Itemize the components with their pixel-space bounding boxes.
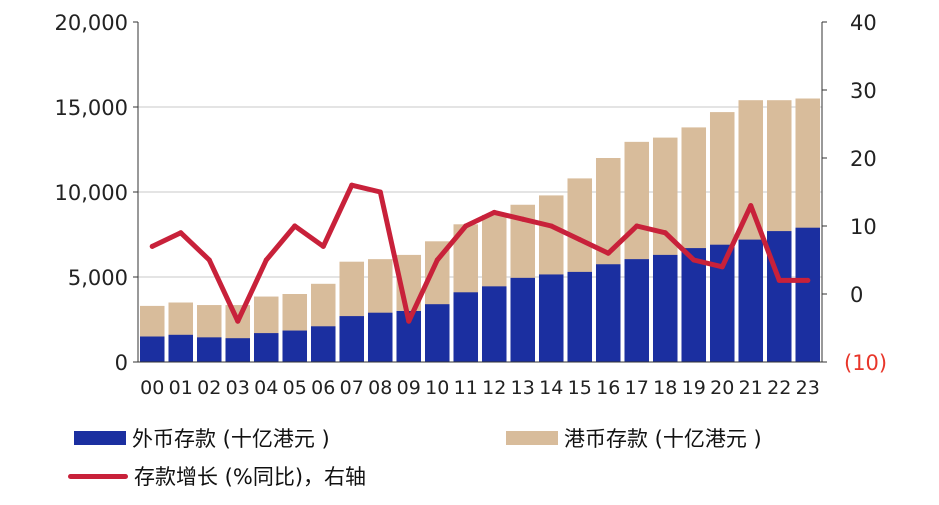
bar-fx-12 bbox=[481, 286, 507, 362]
right-tick-label-0: (10) bbox=[844, 351, 887, 375]
growth-point-08 bbox=[377, 189, 383, 195]
growth-point-21 bbox=[748, 203, 754, 209]
growth-point-18 bbox=[662, 230, 668, 236]
bar-fx-17 bbox=[624, 259, 650, 362]
x-tick-label-14: 14 bbox=[539, 377, 563, 399]
growth-point-20 bbox=[719, 264, 725, 270]
x-tick-label-11: 11 bbox=[454, 377, 478, 399]
left-tick-label-4: 20,000 bbox=[55, 11, 128, 35]
growth-point-11 bbox=[463, 223, 469, 229]
right-tick-label-1: 0 bbox=[850, 283, 863, 307]
growth-point-12 bbox=[491, 209, 497, 215]
growth-point-22 bbox=[776, 277, 782, 283]
gridlines bbox=[138, 106, 822, 278]
bar-fx-07 bbox=[339, 316, 365, 362]
bar-fx-06 bbox=[310, 326, 336, 362]
growth-point-19 bbox=[691, 257, 697, 263]
x-tick-label-03: 03 bbox=[226, 377, 250, 399]
x-tick-label-22: 22 bbox=[767, 377, 791, 399]
growth-point-23 bbox=[805, 277, 811, 283]
x-tick-label-05: 05 bbox=[283, 377, 307, 399]
x-tick-label-21: 21 bbox=[739, 377, 763, 399]
deposit-growth-line bbox=[149, 182, 811, 324]
growth-point-04 bbox=[263, 257, 269, 263]
legend-label-growth: 存款增长 (%同比)，右轴 bbox=[134, 465, 367, 489]
bar-fx-04 bbox=[253, 333, 279, 362]
x-tick-label-20: 20 bbox=[710, 377, 734, 399]
legend-swatch-growth bbox=[68, 473, 128, 479]
bar-fx-02 bbox=[196, 337, 222, 362]
bar-fx-15 bbox=[567, 271, 593, 362]
legend-swatch-fx bbox=[74, 431, 126, 445]
growth-point-09 bbox=[406, 318, 412, 324]
growth-point-14 bbox=[548, 223, 554, 229]
left-tick-label-0: 0 bbox=[115, 351, 128, 375]
x-tick-label-19: 19 bbox=[682, 377, 706, 399]
bar-fx-03 bbox=[225, 338, 251, 362]
growth-point-00 bbox=[149, 243, 155, 249]
x-tick-label-01: 01 bbox=[169, 377, 193, 399]
x-tick-label-04: 04 bbox=[254, 377, 278, 399]
x-tick-label-13: 13 bbox=[511, 377, 535, 399]
left-axis-ticks: 0 5,000 10,000 15,000 20,000 bbox=[55, 11, 138, 375]
right-axis-ticks: (10) 0 10 20 30 40 bbox=[822, 11, 887, 375]
left-tick-label-2: 10,000 bbox=[55, 181, 128, 205]
x-tick-label-18: 18 bbox=[653, 377, 677, 399]
x-tick-label-02: 02 bbox=[197, 377, 221, 399]
legend-fx-deposits: 外币存款 (十亿港元 ) bbox=[74, 423, 330, 453]
growth-line-path bbox=[149, 182, 811, 324]
bar-fx-23 bbox=[795, 227, 821, 362]
growth-point-05 bbox=[292, 223, 298, 229]
bar-fx-16 bbox=[595, 264, 621, 362]
fx-deposit-bars bbox=[139, 227, 821, 362]
bar-fx-10 bbox=[424, 304, 450, 362]
growth-point-07 bbox=[349, 182, 355, 188]
x-tick-label-10: 10 bbox=[425, 377, 449, 399]
right-tick-label-3: 20 bbox=[850, 147, 877, 171]
growth-point-03 bbox=[235, 318, 241, 324]
x-tick-label-16: 16 bbox=[596, 377, 620, 399]
x-tick-label-06: 06 bbox=[311, 377, 335, 399]
bar-fx-11 bbox=[453, 292, 479, 362]
bar-fx-21 bbox=[738, 239, 764, 362]
growth-point-15 bbox=[577, 237, 583, 243]
legend-swatch-hkd bbox=[506, 431, 558, 445]
right-tick-label-5: 40 bbox=[850, 11, 877, 35]
x-tick-label-08: 08 bbox=[368, 377, 392, 399]
legend-hkd-deposits: 港币存款 (十亿港元 ) bbox=[506, 423, 762, 453]
growth-point-13 bbox=[520, 216, 526, 222]
growth-point-02 bbox=[206, 257, 212, 263]
legend-label-hkd: 港币存款 (十亿港元 ) bbox=[564, 427, 762, 451]
bar-fx-18 bbox=[652, 254, 678, 362]
x-tick-label-07: 07 bbox=[340, 377, 364, 399]
bar-fx-08 bbox=[367, 312, 393, 362]
x-tick-label-17: 17 bbox=[625, 377, 649, 399]
x-axis-ticks: 00 01 02 03 04 05 06 07 08 09 10 11 12 13 14 15 16 17 18 19… bbox=[140, 377, 820, 399]
growth-point-01 bbox=[178, 230, 184, 236]
x-tick-label-23: 23 bbox=[796, 377, 820, 399]
x-tick-label-00: 00 bbox=[140, 377, 164, 399]
left-tick-label-1: 5,000 bbox=[68, 266, 128, 290]
bar-fx-19 bbox=[681, 248, 707, 362]
right-tick-label-4: 30 bbox=[850, 79, 877, 103]
x-tick-label-12: 12 bbox=[482, 377, 506, 399]
bar-fx-14 bbox=[538, 274, 564, 362]
growth-point-10 bbox=[434, 257, 440, 263]
legend-deposit-growth: 存款增长 (%同比)，右轴 bbox=[68, 461, 366, 491]
growth-point-17 bbox=[634, 223, 640, 229]
growth-point-16 bbox=[605, 250, 611, 256]
growth-point-06 bbox=[320, 243, 326, 249]
bar-fx-01 bbox=[168, 334, 194, 362]
right-tick-label-2: 10 bbox=[850, 215, 877, 239]
legend-label-fx: 外币存款 (十亿港元 ) bbox=[132, 427, 330, 451]
bar-fx-00 bbox=[139, 336, 165, 362]
x-tick-label-09: 09 bbox=[397, 377, 421, 399]
left-tick-label-3: 15,000 bbox=[55, 96, 128, 120]
x-tick-label-15: 15 bbox=[568, 377, 592, 399]
bar-fx-13 bbox=[510, 277, 536, 362]
bar-fx-05 bbox=[282, 330, 308, 362]
